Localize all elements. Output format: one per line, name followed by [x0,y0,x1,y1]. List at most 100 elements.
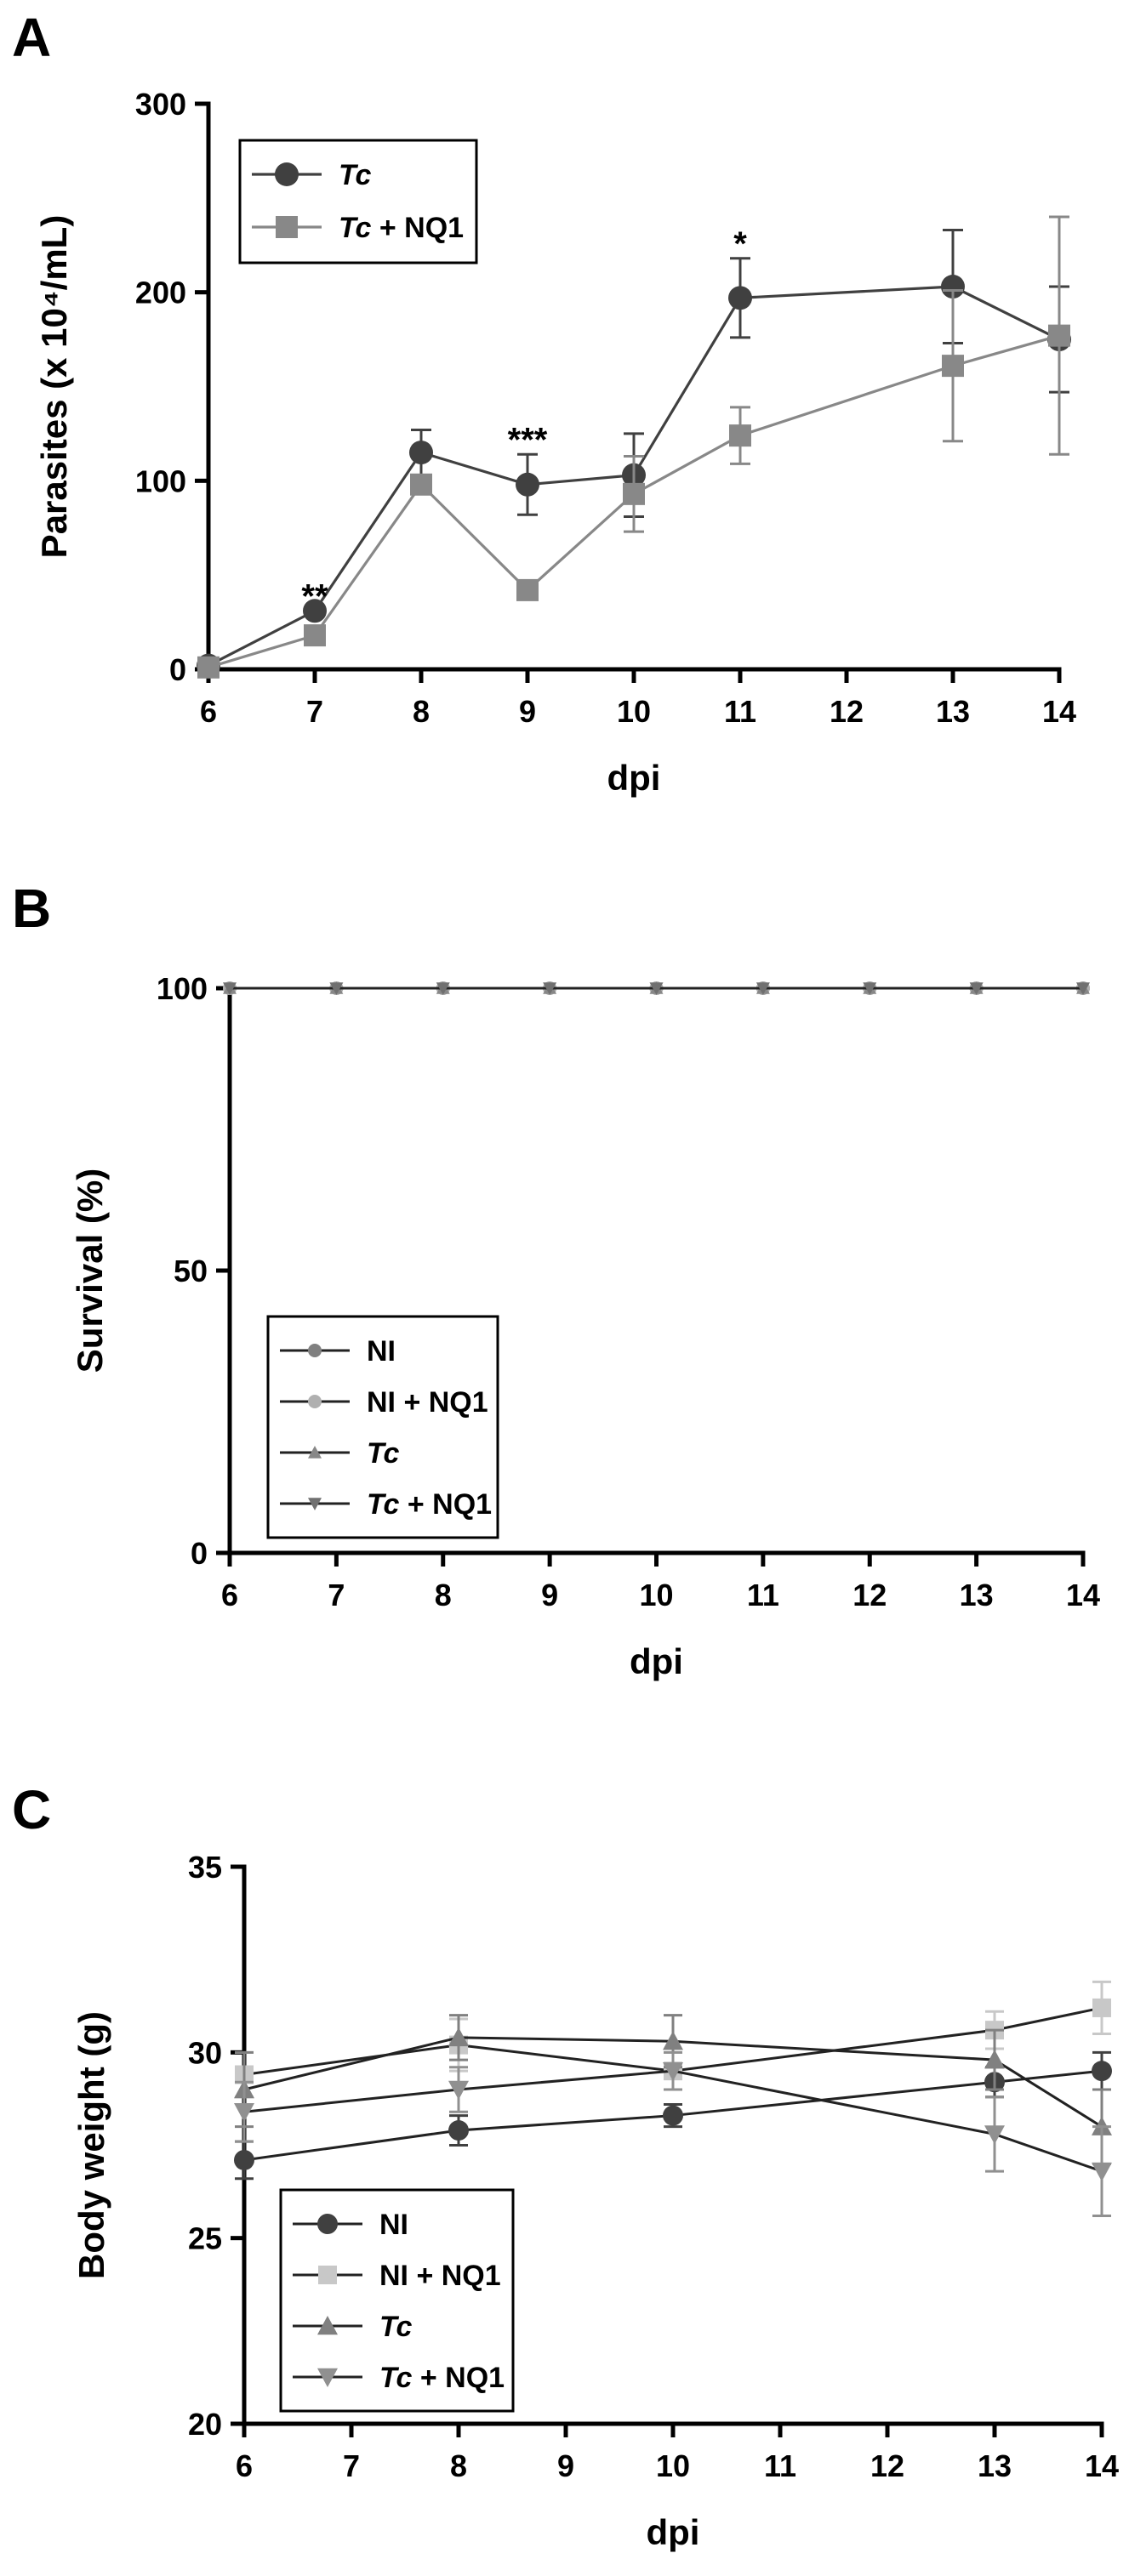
legend-label-italic: Tc [367,1488,400,1521]
legend-label-rest: NI + NQ1 [379,2260,501,2292]
legend-label: Tc + NQ1 [367,1488,492,1521]
legend-marker [317,2368,338,2387]
x-axis-title: dpi [647,2512,700,2552]
significance-annotation: ** [301,577,328,615]
legend-entry: Tc + NQ1 [280,1488,492,1521]
legend-marker [308,1395,322,1408]
panel-letter-b: B [12,878,51,939]
series-ni [234,2050,1112,2181]
x-tick-label: 6 [221,1578,238,1612]
data-point-tc [303,599,327,623]
series-line-tc [208,285,1060,667]
legend-marker [318,2266,337,2284]
data-point-ni [1092,2061,1112,2082]
significance-annotation: *** [508,421,548,458]
data-point-tc-nq1 [1048,324,1070,347]
legend-marker [276,216,298,238]
data-point-ni [448,2120,469,2141]
data-point-tc [984,2050,1005,2069]
data-point-tc-nq1 [969,982,984,995]
legend-box [238,139,478,264]
data-point-tc-nq1 [756,982,770,995]
x-tick-label: 14 [1066,1578,1100,1612]
legend-label: NI [367,1335,396,1368]
x-tick-label: 7 [328,1578,345,1612]
data-point-ni-nq1 [1092,1998,1111,2017]
y-tick-label: 0 [191,1536,208,1571]
series-tc-nq1 [223,982,1090,995]
legend-marker [308,1446,322,1459]
y-tick-label: 50 [174,1254,208,1288]
panel-c-body-weight-chart: 20 25 30 35 6 7 8 9 10 11 12 13 14 dpi Body weight (g)… [71,1850,1119,2552]
data-point-tc-nq1 [623,482,645,505]
x-tick-label: 13 [960,1578,994,1612]
y-tick-label: 100 [135,463,186,498]
data-point-tc-nq1 [729,424,751,447]
y-axis-title: Survival (%) [70,1169,110,1373]
legend: Tc Tc + NQ1 [238,139,478,264]
x-tick-label: 9 [557,2448,574,2483]
legend-label: Tc [379,2311,413,2343]
x-tick-label: 10 [656,2448,690,2483]
x-tick-label: 8 [450,2448,467,2483]
legend-marker [275,162,299,186]
data-point-tc-nq1 [649,982,664,995]
legend-label-rest: + NQ1 [399,1488,492,1521]
y-tick-label: 35 [188,1850,222,1885]
data-point-tc-nq1 [436,982,450,995]
legend-label-rest: NI [379,2209,408,2241]
legend-label: Tc [339,159,372,191]
data-point-tc [663,2031,683,2050]
legend-label-italic: Tc [339,159,372,191]
x-tick-label: 11 [747,1578,779,1612]
panel-b-survival-chart: 0 50 100 6 7 8 9 10 11 12 13 14 dpi Survival (%) NI NI … [70,971,1100,1681]
legend-entry: Tc + NQ1 [252,212,464,244]
data-point-tc-nq1 [223,982,237,995]
legend-box [266,1315,499,1539]
y-axis-title: Body weight (g) [71,2011,111,2279]
legend-marker [308,1344,322,1357]
data-point-tc-nq1 [663,2061,683,2082]
x-tick-label: 7 [343,2448,360,2483]
data-point-tc-nq1 [197,656,220,679]
legend-label: Tc + NQ1 [339,212,464,244]
y-tick-label: 20 [188,2407,222,2442]
legend-entry: Tc [280,1437,400,1470]
data-point-tc-nq1 [329,982,344,995]
legend-label: NI [379,2209,408,2241]
data-point-ni [663,2105,683,2126]
x-tick-label: 10 [617,694,651,729]
data-point-tc [516,472,539,497]
y-tick-label: 25 [188,2221,222,2256]
panel-letter-c: C [12,1779,51,1840]
legend-label-rest: + NQ1 [412,2362,505,2394]
legend-entry: NI [293,2209,408,2241]
legend-label-italic: Tc [379,2362,413,2394]
data-point-tc-nq1 [410,473,432,496]
series-tc-nq1 [234,2050,1112,2217]
legend-label-italic: Tc [367,1437,400,1470]
y-tick-label: 200 [135,276,186,310]
panel-letter-a: A [12,7,51,68]
x-tick-label: 12 [830,694,864,729]
legend-entry: Tc + NQ1 [293,2362,505,2394]
x-tick-label: 9 [541,1578,558,1612]
data-point-tc-nq1 [448,2080,469,2100]
y-tick-label: 0 [169,652,186,687]
x-tick-label: 14 [1085,2448,1119,2483]
series-line-tc-nq1 [208,334,1060,669]
x-tick-label: 14 [1042,694,1076,729]
x-tick-label: 12 [870,2448,904,2483]
x-tick-label: 7 [306,694,323,729]
y-tick-label: 100 [157,971,208,1006]
data-point-tc-nq1 [1076,982,1090,995]
x-axis-title: dpi [630,1641,683,1681]
data-point-tc-nq1 [543,982,557,995]
legend-label-rest: NI + NQ1 [367,1386,488,1419]
data-point-tc-nq1 [1092,2162,1112,2182]
legend-label-rest: + NQ1 [371,212,464,244]
series-tc-nq1 [197,215,1070,679]
x-tick-label: 12 [852,1578,887,1612]
